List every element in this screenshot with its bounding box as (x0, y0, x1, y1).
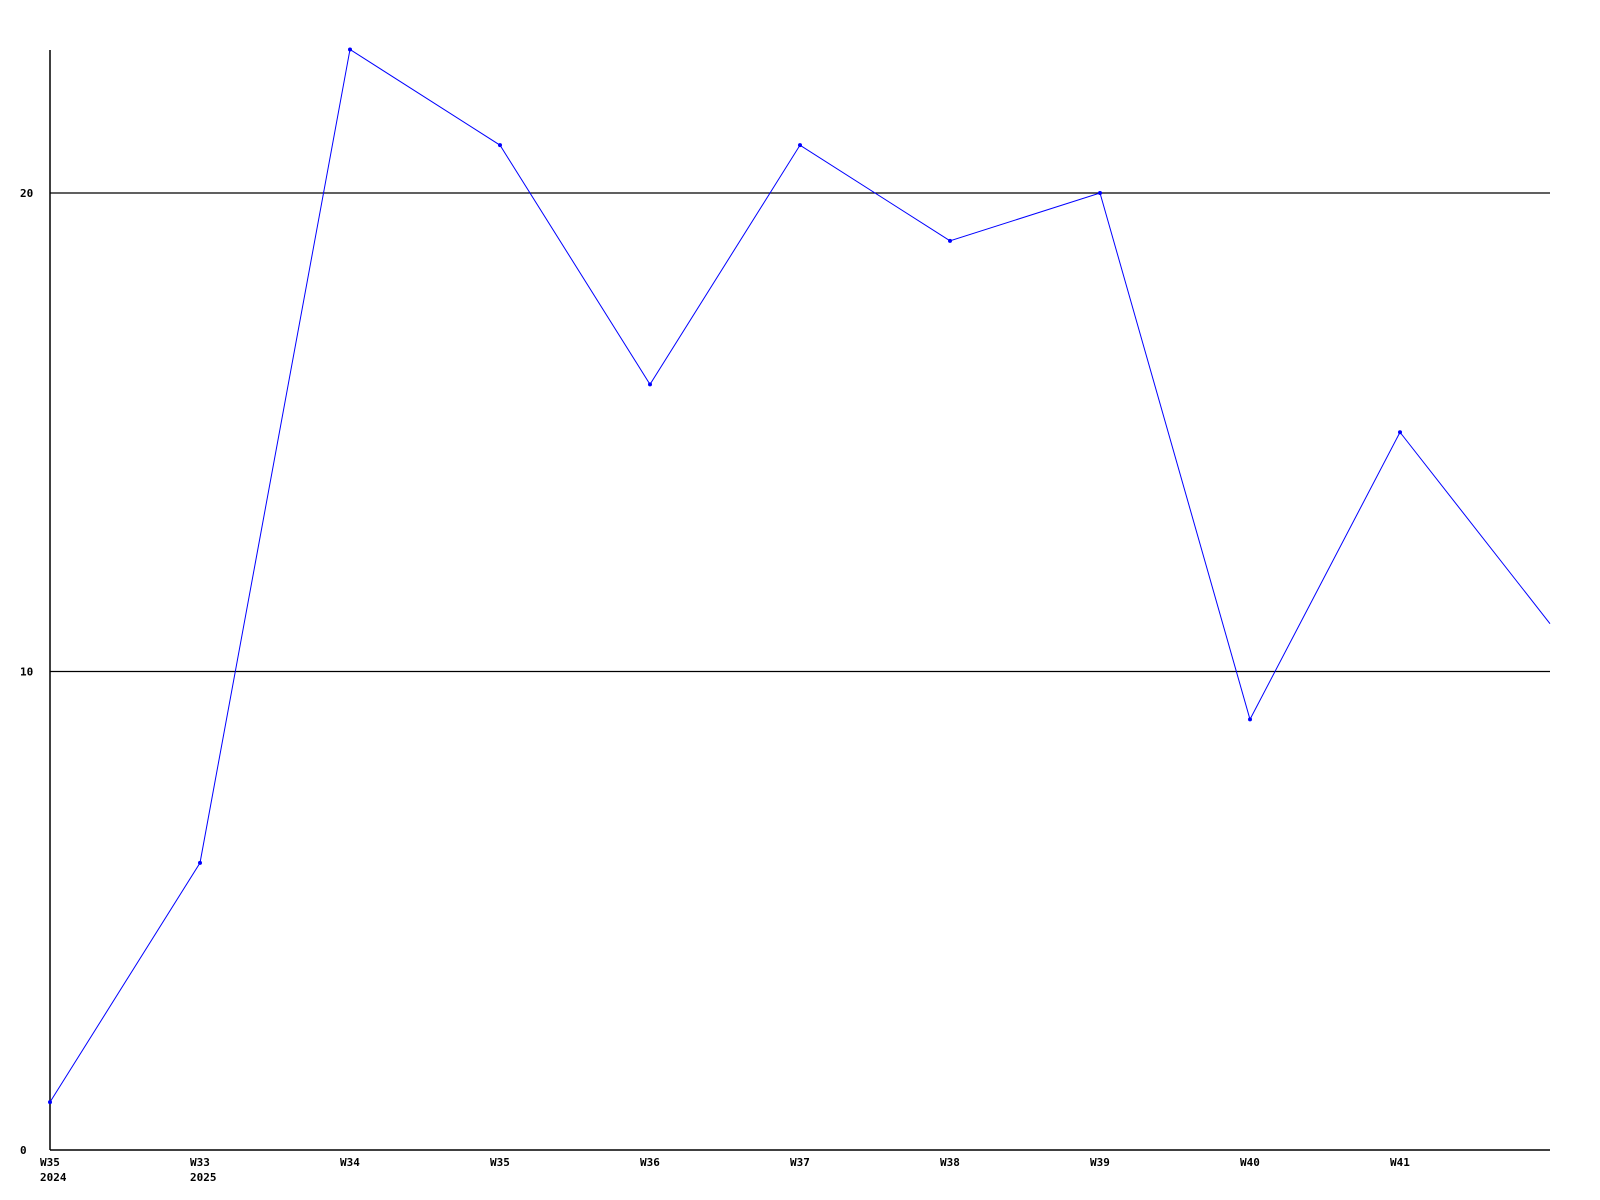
x-tick-label: W40 (1240, 1156, 1260, 1169)
x-tick-label: W35 (40, 1156, 60, 1169)
x-tick-label: W41 (1390, 1156, 1410, 1169)
data-point (348, 47, 352, 52)
data-point (648, 382, 652, 387)
x-tick-label: W38 (940, 1156, 960, 1169)
x-tick-label: W34 (340, 1156, 360, 1169)
x-tick-label: W35 (490, 1156, 510, 1169)
y-tick-label: 0 (20, 1144, 27, 1157)
data-point (1248, 717, 1252, 722)
data-point (48, 1100, 52, 1105)
x-tick-label: W37 (790, 1156, 810, 1169)
data-point (798, 143, 802, 148)
x-tick-label: W36 (640, 1156, 660, 1169)
data-point (498, 143, 502, 148)
x-tick-label: 2025 (190, 1171, 217, 1184)
data-point (1398, 430, 1402, 435)
x-tick-label: W39 (1090, 1156, 1110, 1169)
y-tick-label: 10 (20, 666, 33, 679)
data-point (1098, 191, 1102, 195)
series-line (49, 48, 1551, 1103)
x-tick-label: 2024 (40, 1171, 67, 1184)
x-tick-label: W33 (190, 1156, 210, 1169)
y-tick-label: 20 (20, 187, 33, 200)
data-point (948, 238, 952, 243)
data-point (198, 860, 202, 865)
